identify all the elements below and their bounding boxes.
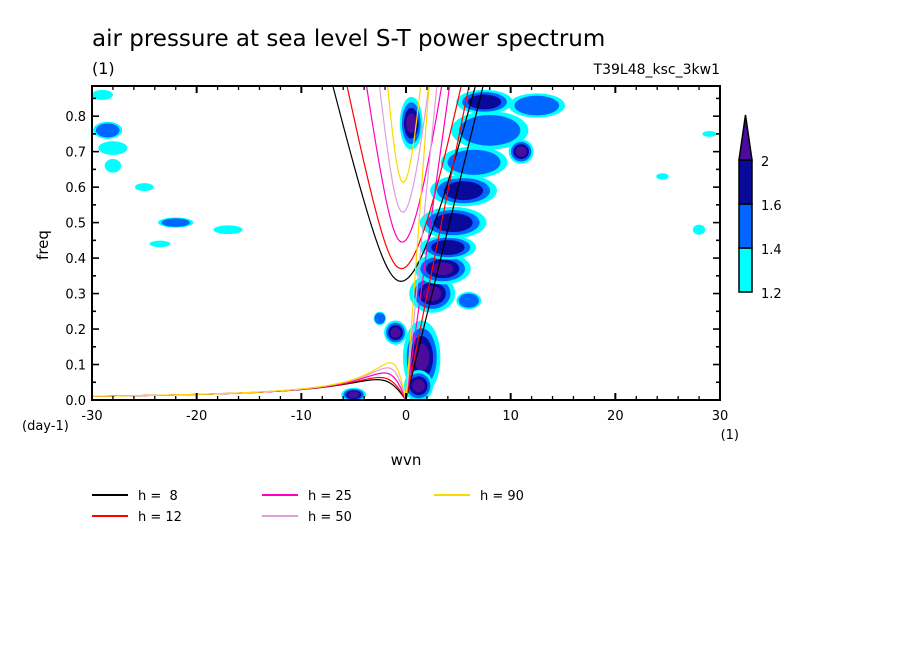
legend-label: h = 12 [138,510,182,525]
colorbar-extend-triangle [738,114,753,161]
colorbar-label: 2 [761,155,769,170]
ig-curve [365,86,443,243]
chart-subtitle-right: T39L48_ksc_3kw1 [593,62,720,78]
ig-curve [332,86,476,282]
plot-inner [92,86,717,400]
colorbar-label: 1.4 [761,243,782,258]
y-tick-label: 0.5 [65,217,86,232]
y-tick-label: 0.4 [65,252,86,267]
contour-region [514,95,560,116]
x-tick-label: 0 [402,409,410,424]
x-unit-label: (1) [721,428,739,443]
y-unit-label: (day-1) [22,419,69,434]
y-tick-label: 0.7 [65,146,86,161]
legend-label: h = 90 [480,489,524,504]
contour-region [458,293,479,308]
x-tick-label: -30 [81,409,102,424]
x-axis-label: wvn [391,451,422,469]
y-tick-label: 0.3 [65,288,86,303]
kelvin-curve [405,86,470,400]
contour-region [406,113,417,134]
y-tick-label: 0.2 [65,323,86,338]
colorbar-label: 1.2 [761,287,782,302]
legend-label: h = 50 [308,510,352,525]
contour-region [92,89,113,100]
contour-region [692,224,706,235]
x-tick-label: 10 [502,409,519,424]
contour-region [656,173,669,180]
y-tick-label: 0.0 [65,394,86,409]
contour-region [98,141,128,155]
contour-region [459,115,521,146]
contour-region [433,213,473,233]
x-tick-label: -20 [186,409,207,424]
contour-region [447,149,501,175]
legend: h = 8 h = 12 h = 25 h = 50 h = 90 [92,489,524,525]
y-tick-label: 0.8 [65,110,86,125]
plot-area [92,86,717,400]
kelvin-curve [405,86,484,400]
contour-region [515,146,527,157]
colorbar-segment [738,203,753,249]
contour-region [104,159,122,173]
contour-region [412,379,425,393]
contour-region [702,130,717,137]
contour-region [149,240,171,248]
contour-region [161,218,190,227]
contour-region [443,181,484,201]
y-axis-label: freq [34,230,52,260]
x-tick-label: 30 [712,409,729,424]
colorbar-segment [738,159,753,205]
x-tick-label: -10 [291,409,312,424]
contour-region [390,327,401,338]
colorbar-label: 1.6 [761,199,782,214]
colorbar: 1.2 1.4 1.6 2 [738,114,782,302]
contour-region [431,239,465,255]
legend-label: h = 8 [138,489,178,504]
legend-label: h = 25 [308,489,352,504]
contour-region [95,123,120,138]
contour-region [213,225,243,235]
contour-region [348,391,360,398]
rossby-curve [92,362,407,400]
ig-curve [346,86,462,270]
chart-title: air pressure at sea level S-T power spec… [92,26,605,52]
ig-curve [387,86,422,184]
x-tick-label: 20 [607,409,624,424]
colorbar-segment [738,247,753,293]
chart-subtitle-left: (1) [92,59,115,78]
axes: -30 -20 -10 0 10 20 30 0.0 0.1 0.2 0.3 0.4 0.5 0.6 0.7… [65,85,729,424]
ig-curve [378,86,430,214]
y-tick-label: 0.1 [65,359,86,374]
contour-region [374,312,386,325]
contour-region [431,262,454,276]
y-tick-label: 0.6 [65,181,86,196]
contour-region [467,94,502,110]
contour-region [135,183,154,192]
